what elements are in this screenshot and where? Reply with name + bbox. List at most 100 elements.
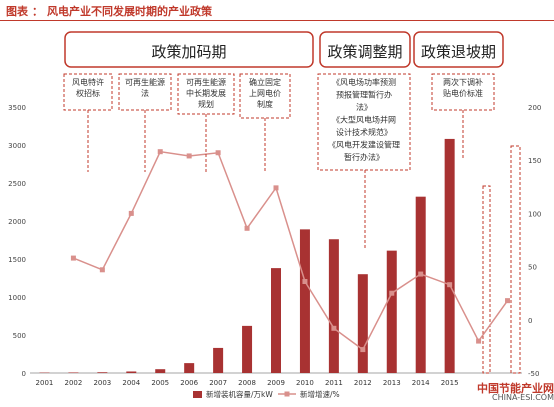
policy-note-line: 预报管理暂行办 (336, 90, 392, 100)
policy-note-box (63, 73, 113, 111)
policy-note-line: 贴电价标准 (443, 88, 483, 98)
policy-note-line: 确立固定 (249, 77, 281, 87)
x-tick-label: 2002 (64, 379, 82, 387)
growth-point-2013 (389, 290, 395, 296)
y-right-tick-label: 200 (528, 104, 541, 112)
phase-box (319, 31, 411, 68)
growth-point-2010 (302, 278, 308, 284)
watermark-logo: 中国节能产业网 (477, 382, 554, 395)
policy-note-line: 两次下调补 (443, 77, 483, 87)
y-left-tick-label: 1000 (8, 294, 26, 302)
growth-point-2006 (186, 153, 192, 159)
growth-point-2008 (244, 225, 250, 231)
y-left-tick-label: 3000 (8, 142, 26, 150)
legend-swatch-marker (284, 391, 290, 397)
x-tick-label: 2004 (122, 379, 140, 387)
x-tick-label: 2013 (383, 379, 401, 387)
growth-point-2005 (157, 149, 163, 155)
bar-2004 (126, 371, 137, 373)
y-left-tick-label: 2000 (8, 218, 26, 226)
x-tick-label: 2012 (354, 379, 372, 387)
policy-note-line: 制度 (257, 99, 273, 109)
policy-note-box (431, 73, 495, 111)
y-left-tick-label: 500 (13, 332, 26, 340)
bar-2009 (271, 268, 281, 373)
y-right-tick-label: 50 (528, 264, 537, 272)
policy-note-line: 中长期发展 (186, 88, 226, 98)
policy-note-line: 暂行办法》 (344, 152, 384, 162)
policy-note-box (118, 73, 172, 111)
watermark-url: CHINA-ESI.COM (492, 393, 554, 402)
phase-label: 政策调整期 (327, 43, 402, 61)
header-rule (0, 20, 554, 21)
bar-2002 (68, 372, 79, 373)
growth-point-2015 (447, 282, 453, 288)
y-left-tick-label: 0 (22, 370, 26, 378)
policy-note-box (317, 73, 411, 171)
legend-label-bar: 新增装机容量/万kW (206, 389, 273, 399)
bar-2003 (97, 372, 108, 373)
x-tick-label: 2006 (180, 379, 198, 387)
policy-note-line: 法》 (356, 102, 372, 112)
bar-2012 (357, 274, 368, 373)
growth-point-2004 (128, 210, 134, 216)
policy-note-line: 风电特许 (72, 77, 104, 87)
policy-note-line: 《风电场功率预测 (332, 77, 396, 87)
growth-point-2012 (360, 347, 366, 353)
x-tick-label: 2001 (36, 379, 54, 387)
x-tick-label: 2014 (412, 379, 430, 387)
figure-title: 风电产业不同发展时期的产业政策 (47, 5, 212, 18)
bar-2014 (415, 196, 426, 373)
x-tick-label: 2005 (151, 379, 169, 387)
growth-point-2011 (331, 325, 337, 331)
legend-label-line: 新增增速/% (300, 389, 340, 399)
legend-swatch-bar (193, 391, 202, 398)
y-left-tick-label: 1500 (8, 256, 26, 264)
bar-2005 (155, 369, 166, 373)
bar-2007 (213, 347, 224, 373)
bar-2013 (386, 250, 397, 373)
policy-note-line: 可再生能源 (186, 77, 226, 87)
x-tick-label: 2007 (209, 379, 227, 387)
x-tick-label: 2010 (296, 379, 314, 387)
x-tick-label: 2011 (325, 379, 343, 387)
y-right-tick-label: 0 (528, 317, 532, 325)
growth-line (73, 150, 509, 351)
policy-note-line: 上网电价 (249, 88, 281, 98)
y-right-tick-label: -50 (528, 370, 539, 378)
x-tick-label: 2015 (441, 379, 459, 387)
x-tick-label: 2009 (267, 379, 285, 387)
x-tick-label: 2003 (93, 379, 111, 387)
bar-2006 (184, 363, 195, 373)
figure-sep: ： (32, 5, 43, 18)
growth-point-2002 (70, 255, 76, 261)
bar-2010 (299, 229, 310, 373)
policy-note-line: 《大型风电场并网 (332, 115, 396, 125)
policy-note-line: 规划 (198, 99, 214, 109)
figure-header: 图表 ： 风电产业不同发展时期的产业政策 (6, 3, 216, 19)
phase-label: 政策退坡期 (421, 43, 496, 61)
bar-2011 (328, 239, 339, 373)
y-left-tick-label: 2500 (8, 180, 26, 188)
y-right-tick-label: 150 (528, 157, 541, 165)
policy-note-box (239, 73, 291, 119)
bar-2008 (242, 325, 253, 373)
growth-point-2007 (215, 150, 221, 156)
growth-point-2017 (505, 298, 511, 304)
policy-note-line: 权招标 (76, 88, 100, 98)
policy-note-line: 设计技术规范》 (336, 127, 392, 137)
growth-point-2016 (476, 338, 482, 344)
y-left-tick-label: 3500 (8, 104, 26, 112)
placeholder-bar-2016 (482, 185, 491, 374)
phase-box (413, 31, 504, 68)
policy-note-line: 可再生能源 (125, 77, 165, 87)
phase-label: 政策加码期 (151, 43, 226, 61)
policy-note-box (177, 73, 235, 115)
policy-note-line: 《风电开发建设管理 (328, 140, 400, 150)
policy-note-line: 法 (141, 88, 149, 98)
x-tick-label: 2008 (238, 379, 256, 387)
placeholder-bar-2017 (510, 145, 521, 374)
y-right-tick-label: 100 (528, 210, 541, 218)
bar-2015 (444, 138, 455, 373)
